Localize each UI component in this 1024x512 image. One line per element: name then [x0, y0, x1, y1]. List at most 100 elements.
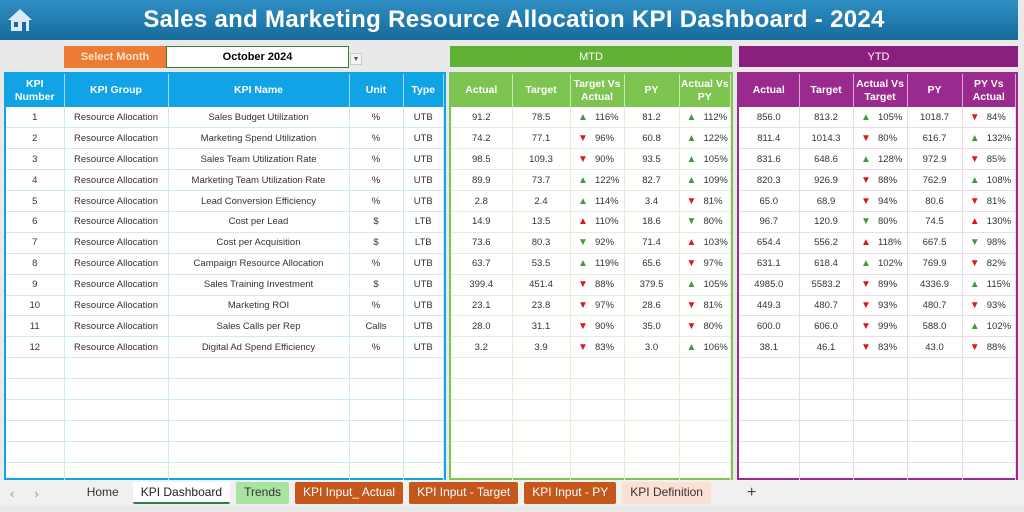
- dropdown-arrow-icon[interactable]: ▼: [350, 53, 362, 65]
- table-row: 5 Resource Allocation Lead Conversion Effi…: [6, 190, 444, 212]
- indicator-cell: ▲ 115%: [962, 274, 1016, 296]
- indicator-cell: ▲ 122%: [570, 169, 625, 192]
- value-cell: 74.5: [907, 211, 963, 233]
- empty-cell: [451, 378, 513, 400]
- percent-value: 132%: [986, 132, 1012, 144]
- table-row: 811.4 1014.3 ▼ 80% 616.7 ▲ 132%: [739, 127, 1016, 150]
- empty-cell: [624, 378, 680, 400]
- empty-cell: [451, 399, 513, 421]
- cell-group: Resource Allocation: [64, 253, 169, 275]
- empty-cell: [403, 441, 444, 463]
- column-header: Target: [512, 74, 571, 107]
- sheet-tab[interactable]: KPI Dashboard: [132, 482, 231, 504]
- column-header: Target: [799, 74, 854, 107]
- column-header: PY Vs Actual: [962, 74, 1016, 107]
- empty-cell: [799, 357, 854, 380]
- down-arrow-icon: ▼: [969, 111, 980, 123]
- sheet-tab[interactable]: Home: [86, 485, 119, 499]
- empty-cell: [349, 378, 404, 400]
- table-row: 65.0 68.9 ▼ 94% 80.6 ▼ 81%: [739, 190, 1016, 212]
- cell-type: UTB: [403, 190, 444, 212]
- empty-row: [451, 441, 731, 463]
- indicator-cell: ▼ 83%: [570, 336, 625, 359]
- indicator-cell: ▼ 93%: [962, 295, 1016, 317]
- sheet-tab[interactable]: Trends: [236, 482, 289, 504]
- empty-cell: [799, 399, 854, 421]
- value-cell: 926.9: [799, 169, 854, 192]
- table-row: 23.1 23.8 ▼ 97% 28.6 ▼ 81%: [451, 295, 731, 317]
- empty-cell: [451, 420, 513, 442]
- cell-name: Sales Team Utilization Rate: [168, 148, 350, 171]
- empty-cell: [907, 378, 963, 400]
- month-dropdown[interactable]: October 2024: [166, 46, 349, 68]
- down-arrow-icon: ▼: [686, 195, 697, 207]
- sheet-tab[interactable]: KPI Input - PY: [524, 482, 617, 504]
- cell-num: 12: [6, 336, 65, 359]
- sheet-tab[interactable]: KPI Input - Target: [409, 482, 519, 504]
- percent-value: 122%: [595, 174, 620, 186]
- table-row: 449.3 480.7 ▼ 93% 480.7 ▼ 93%: [739, 295, 1016, 317]
- column-header: KPI Number: [6, 74, 65, 107]
- indicator-cell: ▼ 84%: [962, 107, 1016, 129]
- empty-row: [739, 420, 1016, 442]
- home-icon[interactable]: [0, 0, 40, 40]
- empty-row: [451, 357, 731, 380]
- value-cell: 811.4: [739, 127, 800, 150]
- value-cell: 68.9: [799, 190, 854, 212]
- cell-unit: Calls: [349, 315, 404, 338]
- percent-value: 92%: [595, 237, 615, 249]
- empty-cell: [570, 441, 625, 463]
- down-arrow-icon: ▼: [969, 237, 980, 249]
- table-row: 9 Resource Allocation Sales Training Inves…: [6, 274, 444, 296]
- cell-unit: %: [349, 127, 404, 150]
- empty-row: [739, 378, 1016, 400]
- value-cell: 96.7: [739, 211, 800, 233]
- percent-value: 112%: [703, 111, 728, 123]
- table-row: 399.4 451.4 ▼ 88% 379.5 ▲ 105%: [451, 274, 731, 296]
- indicator-cell: ▲ 105%: [679, 274, 731, 296]
- empty-cell: [739, 441, 800, 463]
- add-sheet-button[interactable]: +: [746, 484, 757, 501]
- column-header: Unit: [349, 74, 404, 107]
- table-row: 831.6 648.6 ▲ 128% 972.9 ▼ 85%: [739, 148, 1016, 171]
- empty-cell: [168, 357, 350, 380]
- column-header: PY: [624, 74, 680, 107]
- percent-value: 81%: [986, 195, 1006, 207]
- empty-cell: [570, 420, 625, 442]
- prev-sheet-icon[interactable]: ‹: [10, 485, 15, 501]
- cell-num: 4: [6, 169, 65, 192]
- indicator-cell: ▼ 94%: [853, 190, 908, 212]
- empty-row: [739, 399, 1016, 421]
- percent-value: 96%: [595, 132, 615, 144]
- cell-unit: %: [349, 169, 404, 192]
- indicator-cell: ▼ 80%: [853, 127, 908, 150]
- table-row: 654.4 556.2 ▲ 118% 667.5 ▼ 98%: [739, 232, 1016, 254]
- table-row: 14.9 13.5 ▲ 110% 18.6 ▼ 80%: [451, 211, 731, 233]
- value-cell: 73.6: [451, 232, 513, 254]
- empty-cell: [679, 378, 731, 400]
- up-arrow-icon: ▲: [686, 279, 697, 291]
- cell-name: Sales Calls per Rep: [168, 315, 350, 338]
- percent-value: 105%: [703, 279, 728, 291]
- value-cell: 648.6: [799, 148, 854, 171]
- sheet-tab[interactable]: KPI Definition: [622, 482, 711, 504]
- table-row: 600.0 606.0 ▼ 99% 588.0 ▲ 102%: [739, 315, 1016, 338]
- value-cell: 74.2: [451, 127, 513, 150]
- indicator-cell: ▼ 96%: [570, 127, 625, 150]
- mtd-table: Actual Target Target Vs Actual PY Actual Vs …: [449, 72, 733, 484]
- table-row: 820.3 926.9 ▼ 88% 762.9 ▲ 108%: [739, 169, 1016, 192]
- value-cell: 89.9: [451, 169, 513, 192]
- empty-cell: [853, 420, 908, 442]
- percent-value: 102%: [878, 258, 903, 270]
- table-row: 11 Resource Allocation Sales Calls per Rep…: [6, 315, 444, 338]
- sheet-tab[interactable]: KPI Input_ Actual: [295, 482, 404, 504]
- up-arrow-icon: ▲: [969, 216, 980, 228]
- cell-type: LTB: [403, 232, 444, 254]
- value-cell: 1018.7: [907, 107, 963, 129]
- down-arrow-icon: ▼: [686, 299, 697, 311]
- next-sheet-icon[interactable]: ›: [34, 485, 39, 501]
- cell-num: 10: [6, 295, 65, 317]
- indicator-cell: ▲ 116%: [570, 107, 625, 129]
- indicator-cell: ▼ 88%: [962, 336, 1016, 359]
- table-row: 10 Resource Allocation Marketing ROI% UTB: [6, 295, 444, 317]
